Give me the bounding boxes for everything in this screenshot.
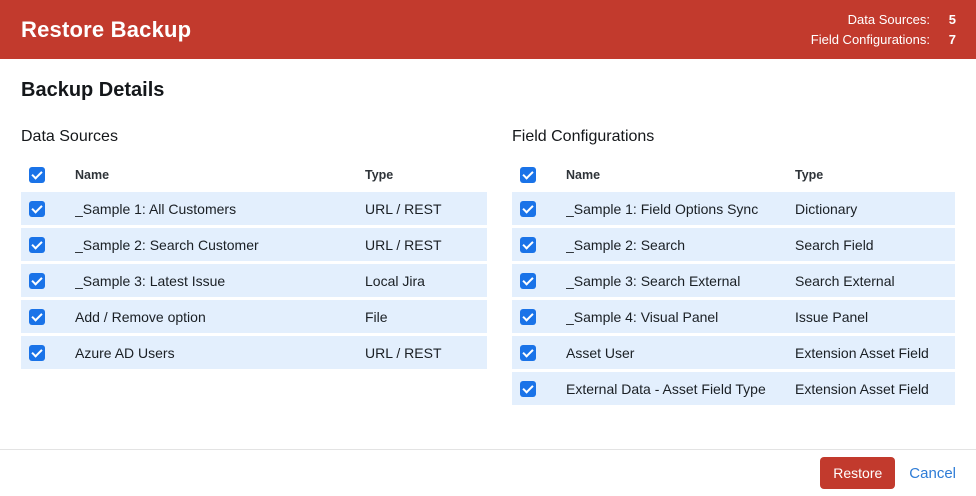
row-name: _Sample 4: Visual Panel	[566, 308, 719, 325]
main-content: Backup Details Data Sources Name Type _S…	[0, 59, 976, 408]
row-checkbox[interactable]	[29, 308, 45, 325]
table-row: _Sample 1: All Customers URL / REST	[21, 192, 487, 225]
row-checkbox[interactable]	[29, 344, 45, 361]
row-checkbox[interactable]	[520, 236, 536, 253]
row-type: Dictionary	[795, 200, 858, 217]
restore-backup-dialog: Restore Backup Data Sources: 5 Field Con…	[0, 0, 976, 408]
row-name: _Sample 1: All Customers	[75, 200, 237, 217]
row-name: _Sample 2: Search	[566, 236, 686, 253]
row-name: Asset User	[566, 344, 635, 361]
table-row: _Sample 2: Search Customer URL / REST	[21, 228, 487, 261]
backup-details-heading: Backup Details	[21, 79, 165, 101]
data-sources-count-label: Data Sources:	[847, 11, 930, 27]
table-row: _Sample 3: Latest Issue Local Jira	[21, 264, 487, 297]
field-configurations-select-all-checkbox[interactable]	[520, 167, 536, 183]
footer-bar: Restore Cancel	[0, 449, 976, 496]
field-configurations-header-row: Name Type	[512, 160, 955, 192]
row-type: Extension Asset Field	[795, 380, 929, 397]
row-type: URL / REST	[365, 344, 442, 361]
cancel-link[interactable]: Cancel	[909, 464, 956, 482]
dialog-title: Restore Backup	[21, 16, 192, 42]
column-header-name: Name	[75, 168, 110, 182]
data-sources-section: Data Sources Name Type _Sample 1: All Cu…	[21, 128, 487, 408]
data-sources-select-all-checkbox[interactable]	[29, 167, 45, 183]
table-row: _Sample 2: Search Search Field	[512, 228, 955, 261]
row-checkbox[interactable]	[520, 200, 536, 217]
row-checkbox[interactable]	[520, 344, 536, 361]
tables-container: Data Sources Name Type _Sample 1: All Cu…	[21, 128, 955, 408]
table-row: Add / Remove option File	[21, 300, 487, 333]
row-name: _Sample 3: Search External	[566, 272, 741, 289]
field-configurations-section: Field Configurations Name Type _Sample 1…	[512, 128, 955, 408]
row-checkbox[interactable]	[520, 380, 536, 397]
table-row: External Data - Asset Field Type Extensi…	[512, 372, 955, 405]
row-type: URL / REST	[365, 236, 442, 253]
row-name: Add / Remove option	[75, 308, 206, 325]
row-type: Local Jira	[365, 272, 425, 289]
field-configurations-table: Name Type _Sample 1: Field Options Sync …	[512, 160, 955, 405]
row-checkbox[interactable]	[29, 236, 45, 253]
row-type: Extension Asset Field	[795, 344, 929, 361]
row-type: Search External	[795, 272, 895, 289]
row-checkbox[interactable]	[520, 272, 536, 289]
row-checkbox[interactable]	[29, 272, 45, 289]
row-type: URL / REST	[365, 200, 442, 217]
column-header-type: Type	[795, 168, 824, 182]
table-row: _Sample 3: Search External Search Extern…	[512, 264, 955, 297]
header-bar: Restore Backup Data Sources: 5 Field Con…	[0, 0, 976, 59]
field-configurations-title: Field Configurations	[512, 128, 655, 145]
row-name: _Sample 3: Latest Issue	[75, 272, 226, 289]
table-row: _Sample 4: Visual Panel Issue Panel	[512, 300, 955, 333]
row-name: _Sample 1: Field Options Sync	[566, 200, 759, 217]
column-header-type: Type	[365, 168, 394, 182]
table-row: Asset User Extension Asset Field	[512, 336, 955, 369]
data-sources-title: Data Sources	[21, 128, 118, 145]
row-type: Issue Panel	[795, 308, 869, 325]
row-name: External Data - Asset Field Type	[566, 380, 766, 397]
table-row: _Sample 1: Field Options Sync Dictionary	[512, 192, 955, 225]
data-sources-table: Name Type _Sample 1: All Customers URL /…	[21, 160, 487, 369]
row-checkbox[interactable]	[520, 308, 536, 325]
header-stats: Data Sources: 5 Field Configurations: 7	[811, 11, 956, 49]
field-configurations-count-value: 7	[948, 31, 956, 47]
row-type: File	[365, 308, 388, 325]
row-name: Azure AD Users	[75, 344, 175, 361]
restore-button[interactable]: Restore	[820, 457, 896, 489]
field-configurations-count-label: Field Configurations:	[810, 31, 930, 47]
row-name: _Sample 2: Search Customer	[75, 236, 259, 253]
table-row: Azure AD Users URL / REST	[21, 336, 487, 369]
data-sources-count-value: 5	[948, 11, 956, 27]
row-checkbox[interactable]	[29, 200, 45, 217]
row-type: Search Field	[795, 236, 874, 253]
column-header-name: Name	[566, 168, 601, 182]
data-sources-header-row: Name Type	[21, 160, 487, 192]
